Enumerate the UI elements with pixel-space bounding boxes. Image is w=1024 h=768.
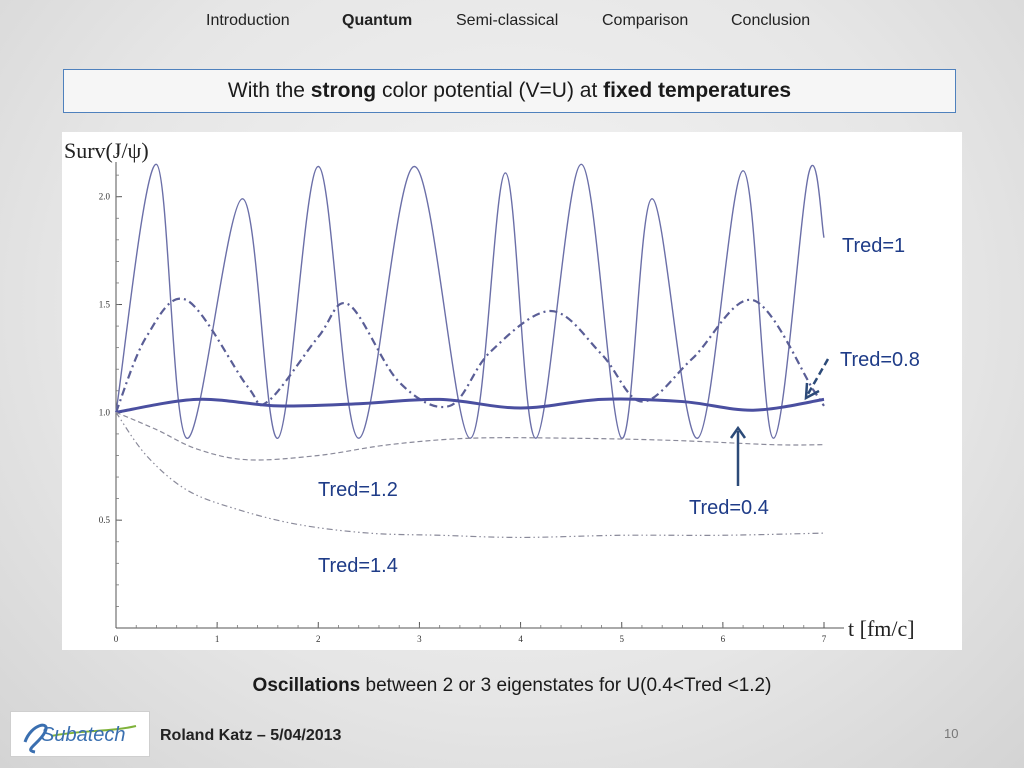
caption-bold: Oscillations bbox=[252, 675, 361, 696]
label-tred-1-2: Tred=1.2 bbox=[318, 479, 398, 501]
x-axis-title: t [fm/c] bbox=[848, 616, 915, 641]
series-line-tred-1-4 bbox=[115, 412, 825, 539]
x-tick-label: 0 bbox=[114, 634, 119, 644]
slide-title-part1: With the bbox=[227, 79, 311, 102]
label-tred-0-4: Tred=0.4 bbox=[689, 497, 769, 519]
slide-title-part2: color potential (V=U) at bbox=[376, 79, 604, 102]
caption: Oscillations between 2 or 3 eigenstates … bbox=[0, 675, 1024, 697]
y-tick-label: 1.0 bbox=[99, 407, 111, 417]
y-tick-label: 0.5 bbox=[99, 515, 111, 525]
y-tick-label: 1.5 bbox=[99, 300, 111, 310]
subatech-logo: Subatech bbox=[10, 711, 150, 757]
chart-svg: 0.5 1.0 1.5 2.0 0 1 2 3 4 5 6 7 Surv(J/ψ) t [fm/c]… bbox=[64, 138, 920, 644]
chart-panel: 0.5 1.0 1.5 2.0 0 1 2 3 4 5 6 7 Surv(J/ψ) t [fm/c]… bbox=[62, 132, 962, 650]
x-tick-label: 2 bbox=[316, 634, 321, 644]
page-number: 10 bbox=[944, 726, 959, 741]
x-tick-label: 4 bbox=[518, 634, 523, 644]
slide-title-bold2: fixed temperatures bbox=[603, 79, 792, 102]
arrow-tred-0-8 bbox=[804, 358, 830, 401]
x-tick-label: 6 bbox=[721, 634, 726, 644]
arrow-tred-0-4 bbox=[729, 425, 747, 486]
series-line-tred-0-8 bbox=[114, 297, 825, 413]
series-line-tred-0-4 bbox=[115, 397, 825, 414]
x-tick-label: 7 bbox=[822, 634, 827, 644]
x-ticks: 0 1 2 3 4 5 6 7 bbox=[114, 622, 827, 644]
top-navigation: Introduction Quantum Semi-classical Comp… bbox=[0, 12, 1024, 34]
nav-item-conclusion[interactable]: Conclusion bbox=[731, 12, 811, 29]
footer-author: Roland Katz – 5/04/2013 bbox=[160, 727, 342, 744]
y-tick-label: 2.0 bbox=[99, 192, 111, 202]
y-ticks: 0.5 1.0 1.5 2.0 bbox=[99, 153, 122, 607]
x-tick-label: 1 bbox=[215, 634, 220, 644]
nav-item-semi-classical[interactable]: Semi-classical bbox=[456, 12, 559, 29]
series-group bbox=[114, 163, 825, 539]
series-line-tred-1-2 bbox=[115, 411, 825, 461]
x-tick-label: 5 bbox=[619, 634, 624, 644]
nav-item-comparison[interactable]: Comparison bbox=[602, 12, 689, 29]
logo-text: Subatech bbox=[41, 724, 126, 746]
slide-title-bold1: strong bbox=[310, 79, 377, 102]
nav-item-quantum[interactable]: Quantum bbox=[342, 12, 413, 29]
caption-rest: between 2 or 3 eigenstates for U(0.4<Tre… bbox=[360, 675, 772, 696]
label-tred-0-8: Tred=0.8 bbox=[840, 349, 920, 371]
slide-title: With the strong color potential (V=U) at… bbox=[63, 69, 956, 113]
nav-item-introduction[interactable]: Introduction bbox=[206, 12, 290, 29]
label-tred-1: Tred=1 bbox=[842, 235, 905, 257]
logo-swoosh-icon bbox=[23, 723, 137, 754]
label-tred-1-4: Tred=1.4 bbox=[318, 555, 398, 577]
series-line-tred-1 bbox=[115, 163, 825, 439]
x-tick-label: 3 bbox=[417, 634, 422, 644]
y-axis-title: Surv(J/ψ) bbox=[64, 138, 149, 163]
